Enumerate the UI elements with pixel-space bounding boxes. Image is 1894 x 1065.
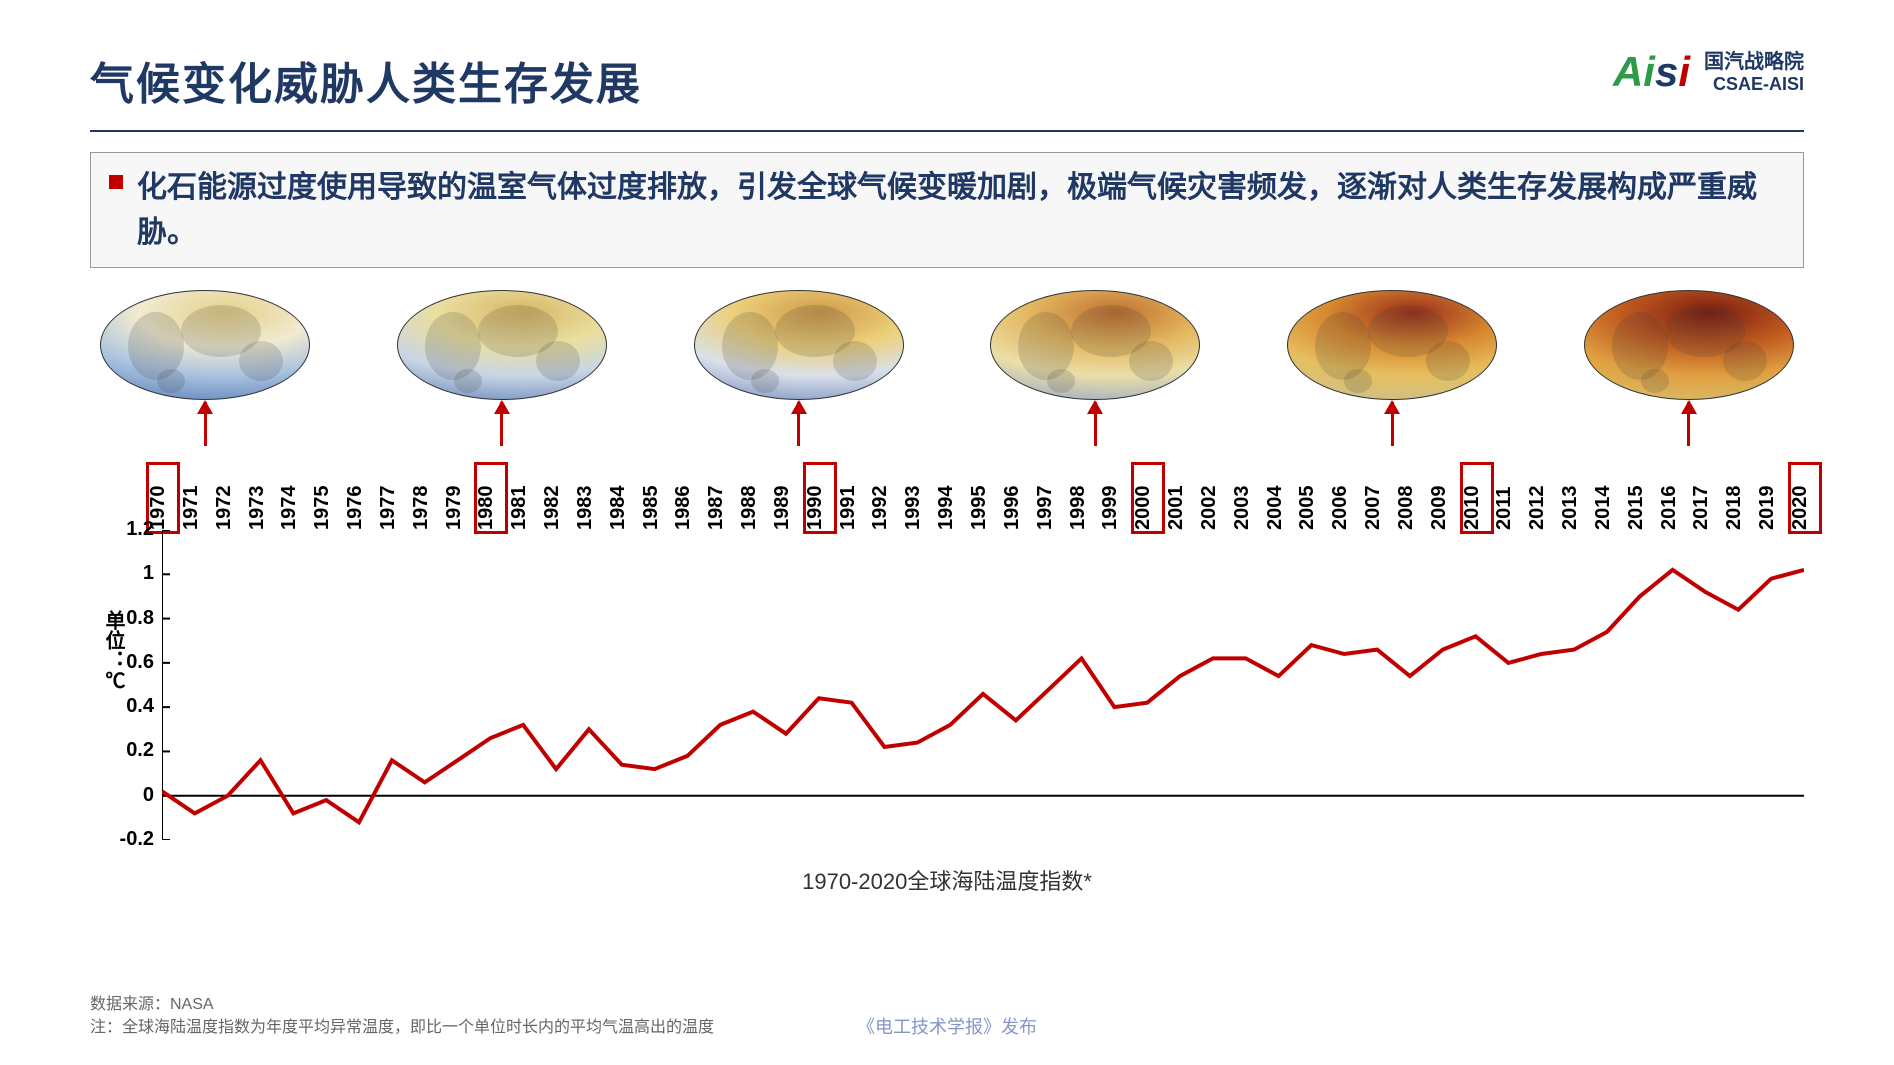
year-tick: 2004	[1264, 486, 1287, 531]
y-tick: 0.4	[106, 695, 154, 718]
map-thumb-2000	[990, 290, 1200, 446]
year-tick: 1993	[902, 486, 925, 531]
map-thumb-1970	[100, 290, 310, 446]
arrow-icon	[204, 402, 207, 446]
temperature-chart: 1970197119721973197419751976197719781979…	[90, 450, 1804, 896]
page-title: 气候变化威胁人类生存发展	[90, 48, 642, 112]
year-tick: 2002	[1198, 486, 1221, 531]
y-tick: 1	[106, 562, 154, 585]
year-tick: 1995	[968, 486, 991, 531]
year-tick: 1987	[705, 486, 728, 531]
map-thumb-1980	[397, 290, 607, 446]
temperature-series	[162, 570, 1804, 822]
footer: 数据来源：NASA 注：全球海陆温度指数为年度平均异常温度，即比一个单位时长内的…	[90, 994, 714, 1039]
y-tick: 1.2	[106, 518, 154, 541]
year-tick: 1973	[246, 486, 269, 531]
year-tick: 2016	[1658, 486, 1681, 531]
year-tick: 2011	[1493, 487, 1516, 530]
footer-source: 数据来源：NASA	[90, 994, 714, 1016]
year-tick: 2006	[1329, 486, 1352, 531]
year-tick: 1971	[180, 486, 203, 531]
lead-box: 化石能源过度使用导致的温室气体过度排放，引发全球气候变暖加剧，极端气候灾害频发，…	[90, 152, 1804, 268]
year-tick: 2005	[1296, 486, 1319, 531]
year-tick: 1972	[213, 486, 236, 531]
y-tick: 0.2	[106, 739, 154, 762]
year-tick: 1998	[1067, 486, 1090, 531]
year-tick: 1980	[475, 486, 498, 531]
year-tick: 1985	[640, 486, 663, 531]
year-tick: 1994	[935, 486, 958, 531]
y-tick: 0.8	[106, 607, 154, 630]
year-tick: 2010	[1461, 486, 1484, 531]
year-tick: 1982	[541, 486, 564, 531]
year-tick: 1989	[771, 486, 794, 531]
year-tick: 2019	[1756, 486, 1779, 531]
logo: Aisi 国汽战略院 CSAE-AISI	[1613, 48, 1804, 96]
y-tick: 0	[106, 784, 154, 807]
year-tick: 1977	[377, 486, 400, 531]
year-tick: 1991	[837, 486, 860, 531]
arrow-icon	[1687, 402, 1690, 446]
year-tick: 2013	[1559, 486, 1582, 531]
chart-svg	[162, 530, 1804, 840]
lead-text: 化石能源过度使用导致的温室气体过度排放，引发全球气候变暖加剧，极端气候灾害频发，…	[137, 165, 1785, 255]
y-tick: -0.2	[106, 828, 154, 851]
year-tick: 1979	[443, 486, 466, 531]
year-tick: 1992	[869, 486, 892, 531]
map-thumb-2010	[1287, 290, 1497, 446]
year-tick: 1981	[508, 486, 531, 531]
year-tick: 2014	[1592, 486, 1615, 531]
year-tick: 2007	[1362, 486, 1385, 531]
year-tick: 1997	[1034, 486, 1057, 531]
year-tick: 1984	[607, 486, 630, 531]
divider	[90, 130, 1804, 132]
y-tick: 0.6	[106, 651, 154, 674]
year-tick: 2000	[1132, 486, 1155, 531]
bullet-icon	[109, 175, 123, 189]
map-thumb-2020	[1584, 290, 1794, 446]
map-thumb-1990	[694, 290, 904, 446]
logo-en: CSAE-AISI	[1704, 74, 1804, 95]
year-tick: 2018	[1723, 486, 1746, 531]
year-tick: 2001	[1165, 486, 1188, 531]
year-tick: 1986	[672, 486, 695, 531]
year-tick: 2008	[1395, 486, 1418, 531]
arrow-icon	[1094, 402, 1097, 446]
x-axis-years: 1970197119721973197419751976197719781979…	[162, 450, 1804, 530]
year-tick: 1990	[804, 486, 827, 531]
logo-cn: 国汽战略院	[1704, 50, 1804, 74]
year-tick: 2003	[1231, 486, 1254, 531]
year-tick: 2012	[1526, 486, 1549, 531]
logo-brand: Aisi	[1613, 48, 1690, 96]
year-tick: 1976	[344, 486, 367, 531]
arrow-icon	[500, 402, 503, 446]
publisher: 《电工技术学报》发布	[857, 1013, 1037, 1039]
arrow-icon	[797, 402, 800, 446]
year-tick: 1978	[410, 486, 433, 531]
year-tick: 1974	[278, 486, 301, 531]
year-tick: 2015	[1625, 486, 1648, 531]
year-tick: 2017	[1690, 486, 1713, 531]
year-tick: 1996	[1001, 486, 1024, 531]
year-tick: 1975	[311, 486, 334, 531]
chart-caption: 1970-2020全球海陆温度指数*	[90, 864, 1804, 896]
year-tick: 1999	[1099, 486, 1122, 531]
footer-note: 注：全球海陆温度指数为年度平均异常温度，即比一个单位时长内的平均气温高出的温度	[90, 1017, 714, 1039]
maps-row	[90, 290, 1804, 446]
year-tick: 2020	[1789, 486, 1812, 531]
year-tick: 2009	[1428, 486, 1451, 531]
year-tick: 1988	[738, 486, 761, 531]
arrow-icon	[1391, 402, 1394, 446]
year-tick: 1983	[574, 486, 597, 531]
